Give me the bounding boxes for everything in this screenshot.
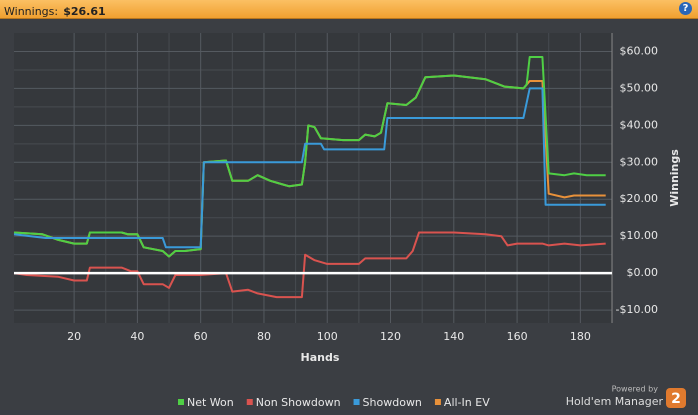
- powered-by: Powered by: [612, 385, 659, 394]
- header-label: Winnings:: [4, 5, 59, 18]
- legend-label: Net Won: [187, 396, 234, 409]
- legend-swatch: [246, 399, 253, 405]
- title-bar: Winnings: $26.61 ?: [0, 0, 698, 19]
- header-value: $26.61: [63, 5, 106, 18]
- plot-area: [14, 33, 612, 323]
- y-tick-label: $30.00: [620, 155, 659, 168]
- legend-swatch: [353, 399, 360, 405]
- y-tick-label: -$10.00: [616, 303, 658, 316]
- x-tick-label: 140: [443, 330, 464, 343]
- x-tick-label: 40: [130, 330, 144, 343]
- y-tick-label: $20.00: [620, 192, 659, 205]
- series-line: [13, 87, 606, 249]
- legend-label: All-In EV: [444, 396, 490, 409]
- logo-badge: [666, 388, 686, 408]
- y-tick-label: $0.00: [627, 266, 659, 279]
- legend-label: Non Showdown: [256, 396, 341, 409]
- y-axis-label: Winnings: [668, 149, 681, 207]
- x-tick-label: 60: [194, 330, 208, 343]
- legend-swatch: [434, 399, 441, 405]
- x-tick-label: 120: [380, 330, 401, 343]
- y-tick-label: $10.00: [620, 229, 659, 242]
- product-name: Hold'em Manager: [566, 395, 664, 408]
- x-axis-label: Hands: [301, 351, 340, 364]
- legend-label: Showdown: [363, 396, 422, 409]
- x-tick-label: 100: [317, 330, 338, 343]
- help-button[interactable]: ?: [679, 2, 692, 15]
- x-tick-label: 160: [507, 330, 528, 343]
- x-tick-label: 20: [67, 330, 81, 343]
- x-tick-label: 180: [570, 330, 591, 343]
- x-tick-label: 80: [257, 330, 271, 343]
- y-tick-label: $40.00: [620, 118, 659, 131]
- legend-swatch: [178, 399, 184, 405]
- series-line: [13, 231, 606, 299]
- y-tick-label: $50.00: [620, 81, 659, 94]
- series-line: [13, 56, 606, 258]
- y-tick-label: $60.00: [620, 44, 659, 57]
- logo-number: 2: [671, 391, 681, 407]
